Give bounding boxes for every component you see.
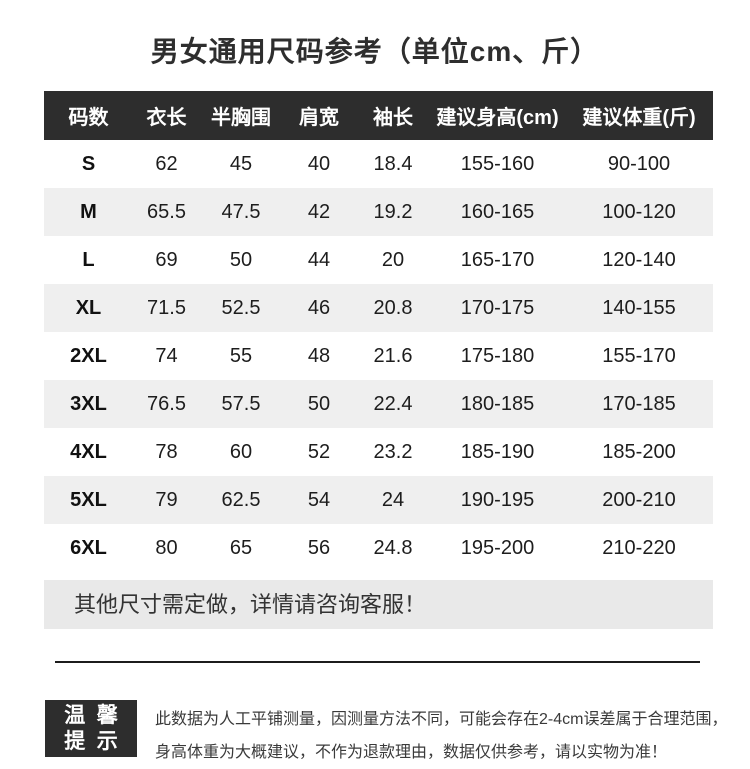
table-cell: 50 (307, 392, 331, 415)
table-row: 4XL 78 60 52 23.2 185-190 185-200 (44, 428, 713, 476)
tips-label-line-1: 温馨 (64, 703, 130, 727)
table-cell: 24.8 (373, 536, 413, 559)
table-cell: 190-195 (460, 488, 535, 511)
table-cell: 21.6 (373, 344, 413, 367)
size-label: 2XL (70, 344, 107, 367)
size-table: 码数 衣长 半胸围 肩宽 袖长 建议身高(cm) 建议体重(斤) S 62 45… (44, 91, 713, 572)
table-cell: 65.5 (147, 200, 186, 223)
table-cell: 20 (381, 248, 405, 271)
table-cell: 140-155 (602, 296, 676, 319)
tips-text-line-2: 身高体重为大概建议，不作为退款理由，数据仅供参考，请以实物为准！ (155, 744, 668, 761)
table-cell: 160-165 (460, 200, 535, 223)
size-label: 3XL (70, 392, 107, 415)
table-row: 6XL 80 65 56 24.8 195-200 210-220 (44, 524, 713, 572)
table-cell: 71.5 (147, 296, 186, 319)
table-cell: 40 (307, 152, 331, 175)
table-cell: 170-175 (460, 296, 535, 319)
table-row: XL 71.5 52.5 46 20.8 170-175 140-155 (44, 284, 713, 332)
table-cell: 54 (307, 488, 331, 511)
table-row: 5XL 79 62.5 54 24 190-195 200-210 (44, 476, 713, 524)
table-cell: 23.2 (373, 440, 413, 463)
table-cell: 76.5 (147, 392, 186, 415)
page-title: 男女通用尺码参考（单位cm、斤） (150, 36, 600, 67)
table-cell: 50 (229, 248, 253, 271)
table-cell: 52 (307, 440, 331, 463)
column-header-height: 建议身高(cm) (430, 91, 565, 140)
table-cell: 65 (229, 536, 253, 559)
tips-label-box: 温馨 提示 (45, 700, 137, 757)
table-cell: 175-180 (460, 344, 535, 367)
table-cell: 60 (229, 440, 253, 463)
table-cell: 155-160 (460, 152, 535, 175)
size-label: S (81, 152, 96, 175)
table-cell: 210-220 (602, 536, 676, 559)
table-cell: 185-190 (460, 440, 535, 463)
table-cell: 165-170 (460, 248, 535, 271)
size-label: M (80, 200, 97, 223)
tips-text: 此数据为人工平铺测量，因测量方法不同，可能会存在2-4cm误差属于合理范围， 身… (155, 700, 727, 769)
table-cell: 195-200 (460, 536, 535, 559)
table-cell: 62 (155, 152, 178, 175)
table-cell: 80 (155, 536, 178, 559)
tips-label-line-2: 提示 (64, 729, 130, 753)
table-cell: 57.5 (221, 392, 261, 415)
table-row: L 69 50 44 20 165-170 120-140 (44, 236, 713, 284)
size-label: 4XL (70, 440, 107, 463)
column-header-chest: 半胸围 (200, 91, 282, 140)
column-header-length: 衣长 (133, 91, 200, 140)
table-cell: 22.4 (373, 392, 413, 415)
table-cell: 200-210 (602, 488, 676, 511)
table-cell: 19.2 (373, 200, 413, 223)
table-cell: 47.5 (221, 200, 261, 223)
table-cell: 46 (307, 296, 331, 319)
table-header-row: 码数 衣长 半胸围 肩宽 袖长 建议身高(cm) 建议体重(斤) (44, 91, 713, 140)
table-cell: 78 (155, 440, 178, 463)
table-row: M 65.5 47.5 42 19.2 160-165 100-120 (44, 188, 713, 236)
table-cell: 62.5 (221, 488, 261, 511)
table-cell: 52.5 (221, 296, 261, 319)
size-label: XL (75, 296, 102, 319)
tips-text-line-1: 此数据为人工平铺测量，因测量方法不同，可能会存在2-4cm误差属于合理范围， (155, 711, 728, 728)
size-label: 5XL (70, 488, 107, 511)
table-cell: 155-170 (602, 344, 676, 367)
table-cell: 79 (155, 488, 178, 511)
table-cell: 48 (307, 344, 331, 367)
table-row: S 62 45 40 18.4 155-160 90-100 (44, 140, 713, 188)
custom-size-note: 其他尺寸需定做，详情请咨询客服！ (44, 580, 713, 629)
table-cell: 100-120 (602, 200, 676, 223)
size-label: 6XL (70, 536, 107, 559)
table-row: 3XL 76.5 57.5 50 22.4 180-185 170-185 (44, 380, 713, 428)
table-cell: 180-185 (460, 392, 535, 415)
table-cell: 120-140 (602, 248, 676, 271)
column-header-weight: 建议体重(斤) (565, 91, 713, 140)
table-cell: 44 (307, 248, 331, 271)
table-cell: 18.4 (373, 152, 413, 175)
column-header-shoulder: 肩宽 (282, 91, 356, 140)
table-cell: 185-200 (602, 440, 676, 463)
table-cell: 170-185 (602, 392, 676, 415)
size-label: L (82, 248, 95, 271)
table-cell: 24 (381, 488, 405, 511)
table-cell: 69 (155, 248, 178, 271)
table-cell: 20.8 (373, 296, 413, 319)
tips-section: 温馨 提示 此数据为人工平铺测量，因测量方法不同，可能会存在2-4cm误差属于合… (45, 700, 727, 769)
table-cell: 55 (229, 344, 253, 367)
table-cell: 42 (307, 200, 331, 223)
column-header-sleeve: 袖长 (356, 91, 430, 140)
table-cell: 56 (307, 536, 331, 559)
table-row: 2XL 74 55 48 21.6 175-180 155-170 (44, 332, 713, 380)
table-cell: 90-100 (607, 152, 671, 175)
table-cell: 74 (155, 344, 178, 367)
column-header-size: 码数 (44, 91, 133, 140)
table-cell: 45 (229, 152, 253, 175)
divider-line (55, 661, 700, 663)
